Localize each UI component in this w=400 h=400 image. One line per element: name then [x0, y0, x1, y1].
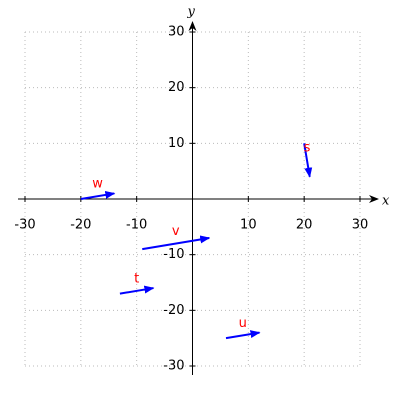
vector-arrow [303, 143, 313, 178]
vector-label: t [134, 271, 139, 286]
y-axis-label: y [187, 5, 196, 20]
vector-arrow [80, 190, 116, 200]
x-tick-label: -20 [70, 218, 91, 233]
y-tick-label: -10 [163, 247, 184, 262]
y-tick-label: -20 [163, 303, 184, 318]
vector-label: v [172, 224, 180, 239]
x-tick-label: 20 [296, 218, 313, 233]
vector-arrow [119, 285, 155, 295]
x-tick-label: 30 [352, 218, 369, 233]
x-tick-label: -10 [126, 218, 147, 233]
x-axis-label: x [382, 194, 390, 209]
vector-label: s [304, 141, 311, 156]
y-tick-label: 20 [168, 80, 185, 95]
y-tick-label: 30 [168, 25, 185, 40]
y-tick-label: -30 [163, 359, 184, 374]
x-tick-label: -30 [14, 218, 35, 233]
x-tick-label: 10 [240, 218, 257, 233]
y-tick-label: 10 [168, 136, 185, 151]
vector-label: w [92, 177, 103, 192]
vector-arrow [142, 235, 211, 251]
vector-arrow [225, 330, 261, 340]
vector-label: u [239, 316, 247, 331]
